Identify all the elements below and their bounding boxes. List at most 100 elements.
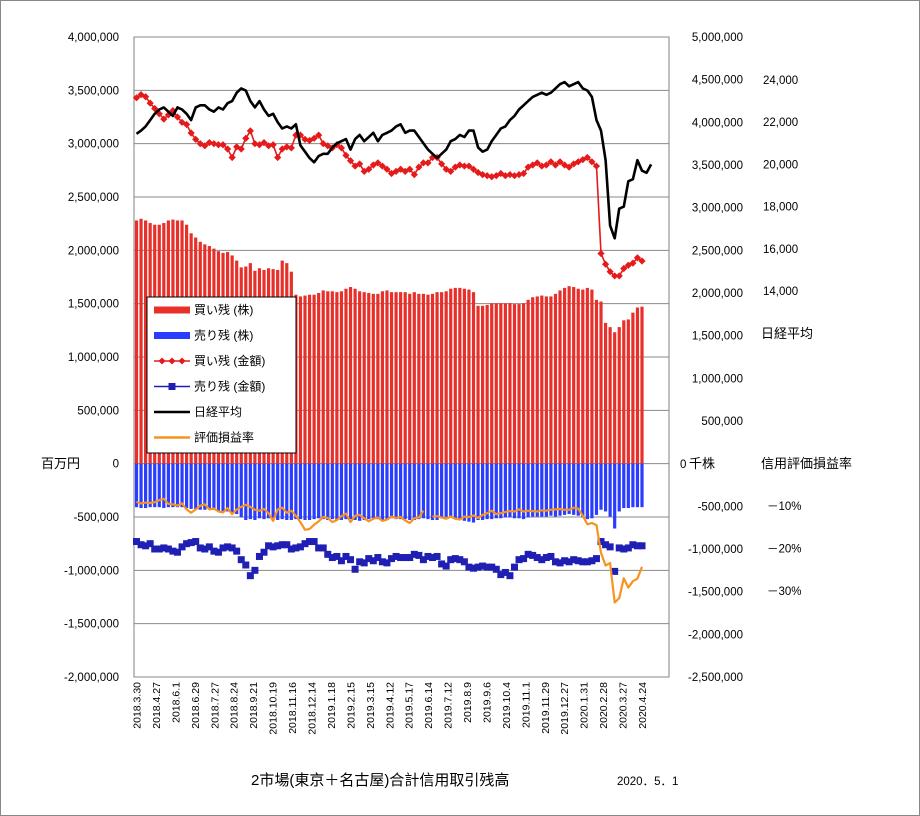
marker-sell-amount [574, 557, 582, 565]
marker-sell-amount [160, 544, 168, 552]
marker-sell-amount [164, 545, 172, 553]
marker-buy-amount [383, 165, 391, 173]
bar-sell-shares [549, 463, 553, 516]
bar-sell-shares [462, 463, 466, 521]
bar-sell-shares [526, 463, 530, 518]
marker-sell-amount [638, 542, 646, 550]
x-tick-label: 2020.3.27 [618, 682, 630, 729]
bar-buy-shares [558, 290, 562, 464]
marker-sell-amount [429, 554, 437, 562]
marker-buy-amount [219, 141, 227, 149]
bar-buy-shares [339, 291, 344, 464]
marker-buy-amount [592, 162, 601, 170]
marker-sell-amount [392, 552, 400, 560]
bar-buy-shares [458, 287, 462, 464]
legend-box [146, 296, 297, 454]
bar-buy-shares [462, 288, 466, 464]
bar-sell-shares [139, 463, 143, 509]
marker-sell-amount [296, 543, 304, 551]
bar-sell-shares [380, 463, 385, 520]
marker-sell-amount [151, 545, 159, 553]
bar-buy-shares [517, 304, 521, 464]
bar-buy-shares [326, 291, 330, 464]
bar-sell-shares [203, 463, 207, 510]
pl-rate [136, 497, 644, 604]
bar-sell-shares [184, 463, 189, 509]
marker-sell-amount [474, 563, 482, 571]
marker-sell-amount [183, 540, 191, 548]
marker-buy-amount [283, 143, 291, 151]
marker-sell-amount [501, 568, 509, 576]
bar-buy-shares [567, 286, 571, 464]
bar-buy-shares [594, 299, 599, 464]
nikkei-tick-label: 18,000 [763, 202, 798, 214]
left-tick-label: -500,000 [74, 512, 119, 524]
marker-sell-amount [410, 550, 418, 558]
legend-item: 評価損益率 [154, 430, 254, 445]
bar-buy-shares [640, 306, 644, 464]
marker-sell-amount [506, 572, 514, 580]
bar-sell-shares [553, 463, 558, 517]
marker-sell-amount [483, 563, 491, 571]
marker-sell-amount [542, 554, 550, 562]
marker-buy-amount [538, 162, 546, 170]
marker-buy-amount [460, 162, 468, 170]
marker-sell-amount [592, 555, 600, 563]
marker-sell-amount [597, 538, 605, 546]
bar-sell-shares [394, 463, 398, 520]
marker-buy-amount [365, 165, 373, 173]
marker-sell-amount [406, 554, 414, 562]
marker-sell-amount [169, 547, 177, 555]
x-tick-label: 2018.3.30 [132, 682, 144, 729]
marker-buy-amount [533, 159, 541, 167]
bar-buy-shares [394, 292, 398, 464]
bar-sell-shares [266, 463, 271, 519]
share-tick-label: -500,000 [698, 501, 743, 513]
bar-sell-shares [444, 463, 448, 517]
marker-sell-amount [515, 556, 523, 564]
marker-buy-amount [497, 169, 505, 178]
bar-sell-shares [330, 463, 334, 520]
marker-buy-amount [474, 168, 482, 177]
marker-sell-amount [397, 554, 405, 562]
bar-buy-shares [303, 295, 307, 464]
marker-sell-amount [251, 566, 259, 574]
x-tick-label: 2020.4.24 [637, 682, 649, 729]
marker-sell-amount [588, 557, 596, 565]
marker-sell-amount [192, 538, 200, 546]
share-tick-label: -2,000,000 [688, 629, 743, 641]
marker-buy-amount [192, 135, 200, 143]
bar-sell-shares [635, 463, 640, 508]
bar-sell-shares [535, 463, 539, 517]
left-tick-label: 2,000,000 [68, 245, 119, 257]
legend-swatch [154, 306, 190, 314]
marker-buy-amount [406, 165, 414, 173]
legend-label: 日経平均 [194, 405, 242, 419]
marker-sell-amount [606, 543, 614, 551]
marker-sell-amount [306, 538, 314, 546]
marker-sell-amount [442, 562, 450, 570]
marker-sell-amount [292, 544, 300, 552]
marker-buy-amount [488, 173, 496, 181]
bar-buy-shares [412, 292, 416, 464]
marker-buy-amount [146, 99, 154, 107]
marker-sell-amount [265, 542, 273, 550]
bar-buy-shares [576, 288, 580, 464]
bar-sell-shares [157, 463, 161, 508]
marker-sell-amount [602, 541, 610, 549]
bar-sell-shares [221, 463, 225, 512]
marker-buy-amount [410, 171, 418, 179]
marker-sell-amount [233, 547, 241, 555]
share-tick-label: -1,000,000 [688, 544, 743, 556]
legend-item: 日経平均 [154, 405, 242, 419]
bar-buy-shares [540, 295, 544, 464]
marker-sell-amount [620, 545, 628, 553]
marker-buy-amount [547, 158, 555, 166]
legend-marker [158, 357, 166, 365]
bar-sell-shares [617, 463, 621, 512]
marker-buy-amount [374, 159, 382, 167]
bar-buy-shares [626, 319, 630, 464]
marker-sell-amount [356, 558, 364, 566]
marker-buy-amount [469, 165, 478, 173]
